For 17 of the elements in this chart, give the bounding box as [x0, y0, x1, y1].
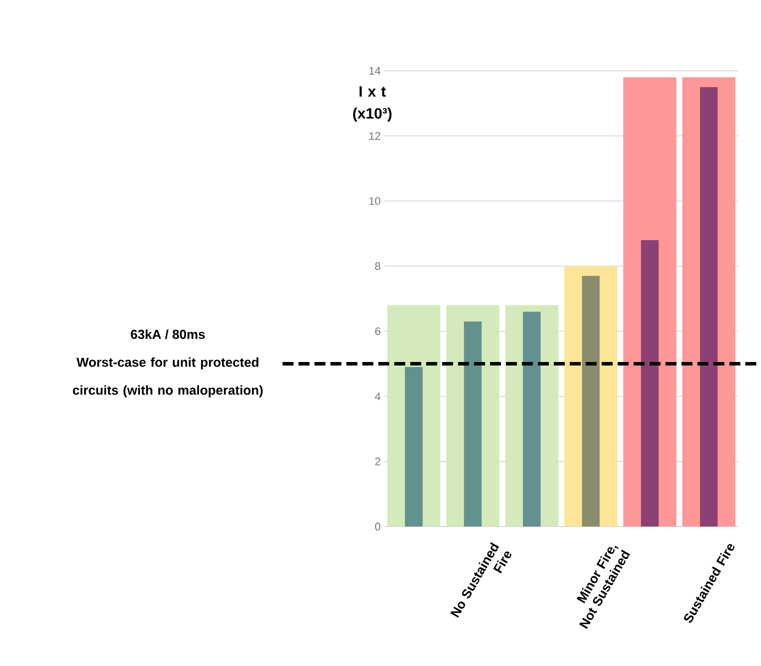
bar	[404, 366, 423, 526]
y-tick-label: 6	[375, 327, 380, 336]
text: Worst-case for unit protected circuits (with no maloperation)	[72, 357, 263, 398]
y-tick-label: 10	[369, 197, 380, 205]
ref-line-label: 63kA / 80ms	[130, 329, 205, 340]
y-axis-title: I x t (x10³)	[353, 86, 392, 122]
y-tick-label: 0	[375, 522, 380, 530]
y-tick-label: 2	[375, 458, 380, 466]
bar	[582, 276, 600, 526]
bar	[700, 86, 718, 526]
y-tick-label: 8	[375, 262, 380, 270]
y-tick-label: 14	[369, 66, 380, 74]
bar	[640, 240, 659, 526]
y-tick-label: 4	[374, 392, 380, 400]
bar	[522, 312, 541, 526]
y-tick-label: 12	[369, 132, 380, 140]
bar	[464, 321, 482, 526]
